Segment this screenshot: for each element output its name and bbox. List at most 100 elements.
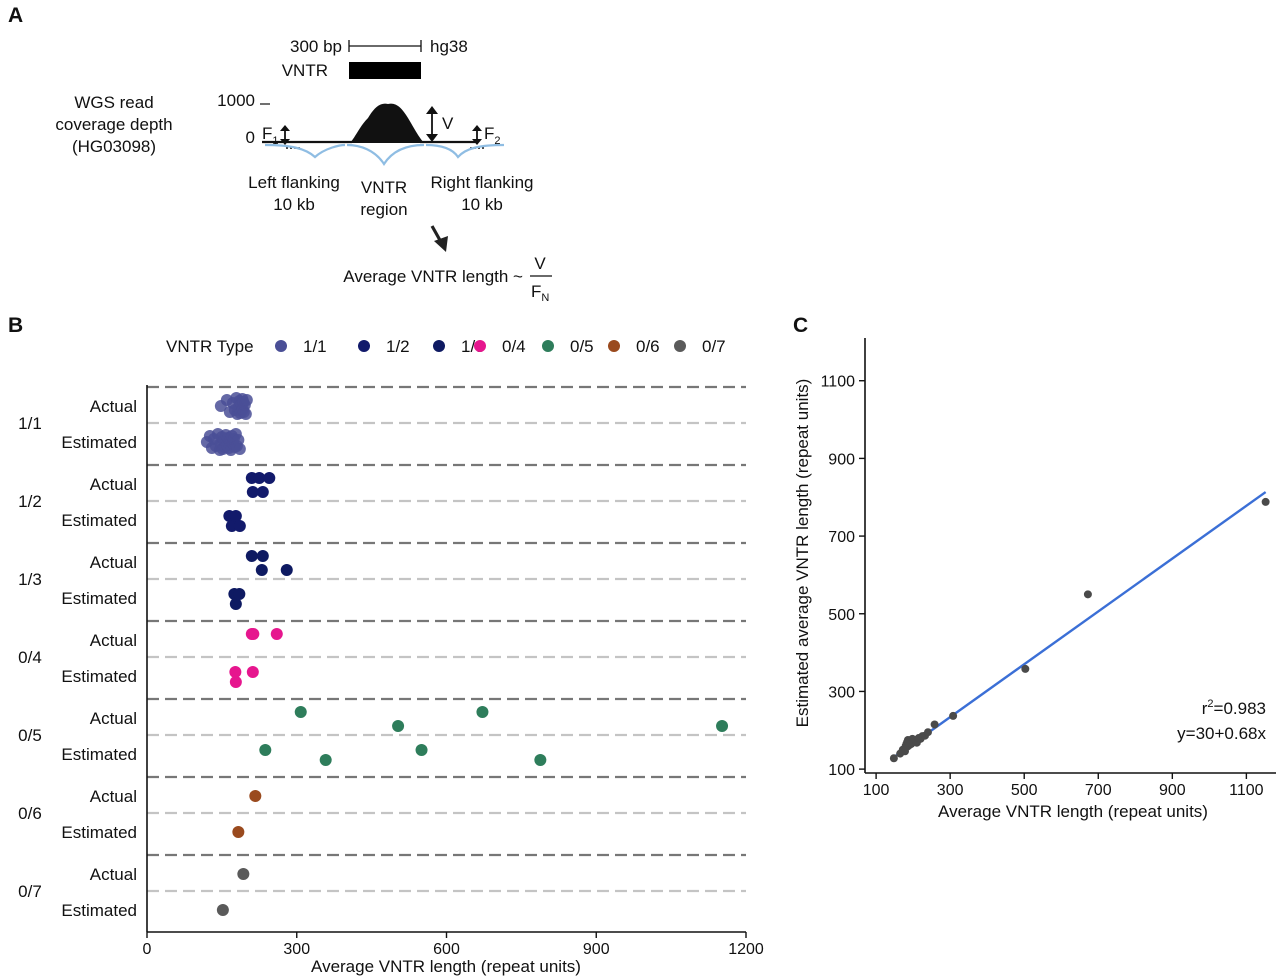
point-estimated bbox=[246, 666, 259, 678]
point-estimated bbox=[232, 826, 245, 838]
legend-title: VNTR Type bbox=[166, 337, 254, 356]
group-0-6: 0/6 Actual Estimated bbox=[18, 775, 746, 842]
point-actual bbox=[255, 564, 268, 576]
group-label: 1/3 bbox=[18, 570, 42, 589]
x-axis-b: 0 300 600 900 1200 bbox=[143, 385, 764, 958]
point-actual bbox=[246, 486, 259, 498]
panel-b-letter: B bbox=[8, 314, 23, 337]
group-label: 0/6 bbox=[18, 804, 42, 823]
point-estimated bbox=[534, 754, 547, 766]
legend-item-0-5: 0/5 bbox=[542, 337, 594, 356]
group-label: 0/7 bbox=[18, 882, 42, 901]
x-tick-label-b: 600 bbox=[433, 941, 460, 958]
panel-b: B VNTR Type 1/1 1/2 1/3 0/4 0/5 0/6 0/7 1/1 Act… bbox=[8, 314, 764, 976]
row-label-estimated: Estimated bbox=[61, 745, 137, 764]
legend-swatch bbox=[275, 340, 287, 352]
row-label-actual: Actual bbox=[90, 709, 137, 728]
group-label: 1/2 bbox=[18, 492, 42, 511]
x-tick-label-c: 100 bbox=[863, 782, 890, 799]
left-flank-line-2: 10 kb bbox=[273, 195, 315, 214]
point-estimated bbox=[233, 520, 246, 532]
legend-label: 1/1 bbox=[303, 337, 327, 356]
point-estimated bbox=[415, 744, 428, 756]
row-groups: 1/1 Actual Estimated 1/2 Actual Estimated 1/3 A… bbox=[18, 385, 746, 920]
legend: VNTR Type 1/1 1/2 1/3 0/4 0/5 0/6 0/7 bbox=[166, 337, 726, 356]
legend-swatch bbox=[474, 340, 486, 352]
x-axis-title-b: Average VNTR length (repeat units) bbox=[311, 957, 581, 976]
vntr-region-line-1: VNTR bbox=[361, 178, 407, 197]
coverage-label-line-2: coverage depth bbox=[55, 115, 172, 134]
group-1-1: 1/1 Actual Estimated bbox=[18, 385, 746, 452]
y-axis-title-c: Estimated average VNTR length (repeat un… bbox=[793, 379, 812, 728]
panel-a-letter: A bbox=[8, 4, 23, 27]
point-actual bbox=[294, 706, 307, 718]
f2-marker: F2 bbox=[472, 124, 501, 147]
legend-item-1-1: 1/1 bbox=[275, 337, 327, 356]
panel-c-letter: C bbox=[793, 314, 808, 337]
point-actual bbox=[237, 868, 250, 880]
point-actual bbox=[245, 550, 258, 562]
row-label-actual: Actual bbox=[90, 475, 137, 494]
legend-label: 0/4 bbox=[502, 337, 526, 356]
group-label: 1/1 bbox=[18, 414, 42, 433]
x-tick-label-c: 300 bbox=[937, 782, 964, 799]
point-actual bbox=[270, 628, 283, 640]
y-tick-label-c: 500 bbox=[828, 607, 855, 624]
row-label-actual: Actual bbox=[90, 787, 137, 806]
formula-denominator: FN bbox=[531, 282, 549, 304]
x-axis-title-c: Average VNTR length (repeat units) bbox=[938, 802, 1208, 821]
point-actual bbox=[716, 720, 729, 732]
x-tick-label-c: 900 bbox=[1159, 782, 1186, 799]
scatter-point bbox=[923, 728, 932, 737]
legend-item-0-4: 0/4 bbox=[474, 337, 526, 356]
v-label: V bbox=[442, 114, 454, 133]
x-tick-label-b: 900 bbox=[583, 941, 610, 958]
y-tick-label-c: 700 bbox=[828, 529, 855, 546]
scatter-point bbox=[1083, 590, 1092, 599]
point-actual bbox=[253, 472, 266, 484]
scatter-point bbox=[1021, 664, 1030, 673]
points-c bbox=[889, 497, 1270, 763]
equation-annotation: y=30+0.68x bbox=[1177, 724, 1266, 743]
point-actual bbox=[247, 628, 260, 640]
x-tick-label-b: 0 bbox=[143, 941, 152, 958]
points-b bbox=[200, 392, 729, 916]
axes-c: 100 300 500 700 900 1100 100 300 500 700 900 1100 bbox=[821, 338, 1276, 799]
legend-label: 0/6 bbox=[636, 337, 660, 356]
point-estimated bbox=[229, 598, 242, 610]
y-tick-label-c: 100 bbox=[828, 762, 855, 779]
row-label-actual: Actual bbox=[90, 553, 137, 572]
legend-swatch bbox=[433, 340, 445, 352]
point-actual bbox=[240, 394, 253, 406]
row-label-estimated: Estimated bbox=[61, 823, 137, 842]
group-1-2: 1/2 Actual Estimated bbox=[18, 463, 746, 530]
x-tick-label-c: 1100 bbox=[1229, 782, 1264, 799]
scatter-point bbox=[889, 754, 898, 763]
legend-item-1-2: 1/2 bbox=[358, 337, 410, 356]
point-estimated bbox=[233, 588, 246, 600]
point-estimated bbox=[319, 754, 332, 766]
legend-swatch bbox=[674, 340, 686, 352]
row-label-estimated: Estimated bbox=[61, 433, 137, 452]
legend-swatch bbox=[542, 340, 554, 352]
point-estimated bbox=[229, 676, 242, 688]
legend-swatch bbox=[608, 340, 620, 352]
r2-annotation: r2=0.983 bbox=[1202, 698, 1266, 718]
coverage-label-line-3: (HG03098) bbox=[72, 137, 156, 156]
point-estimated bbox=[216, 904, 229, 916]
legend-swatch bbox=[358, 340, 370, 352]
legend-item-0-7: 0/7 bbox=[674, 337, 726, 356]
legend-label: 1/2 bbox=[386, 337, 410, 356]
scatter-point bbox=[949, 711, 958, 720]
genome-label: hg38 bbox=[430, 37, 468, 56]
x-tick-label-c: 500 bbox=[1011, 782, 1038, 799]
left-flank-line-1: Left flanking bbox=[248, 173, 340, 192]
point-actual bbox=[280, 564, 293, 576]
legend-label: 0/7 bbox=[702, 337, 726, 356]
point-actual bbox=[476, 706, 489, 718]
panel-c: C 100 300 500 700 900 1100 100 300 500 700 900 1100… bbox=[793, 314, 1276, 821]
down-arrow-icon bbox=[430, 225, 448, 252]
point-estimated bbox=[229, 666, 242, 678]
y-tick-label-c: 900 bbox=[828, 451, 855, 468]
